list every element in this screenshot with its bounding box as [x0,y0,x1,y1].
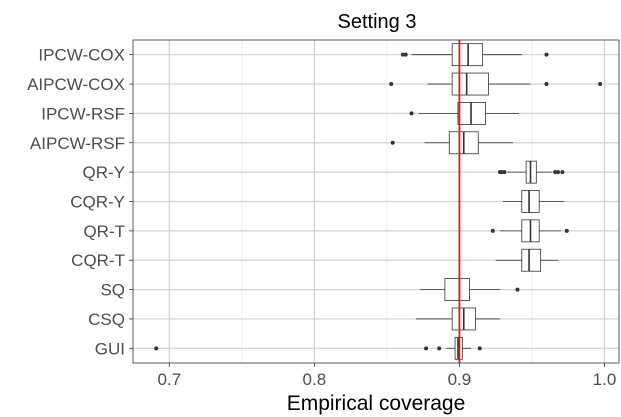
outlier-point [515,287,520,292]
chart-title: Setting 3 [338,11,417,33]
box-iqr [521,248,542,272]
box-aipcw-rsf [390,131,514,155]
box-ipcw-rsf [409,102,519,125]
y-tick-label: QR-T [83,222,125,241]
box-iqr [444,278,470,301]
outlier-point [556,170,561,175]
box-qr-y [498,160,565,184]
outlier-point [390,140,395,145]
outlier-point [424,346,429,351]
x-axis-ticks: 0.7 0.8 0.9 1.0 [157,363,616,389]
y-tick-label: GUI [95,339,125,358]
y-tick-label: IPCW-RSF [41,104,125,123]
outlier-point [437,346,442,351]
y-tick-label: CQR-Y [70,193,125,212]
box-iqr [451,72,489,96]
box-cqr-t [495,248,559,272]
outlier-point [400,52,405,57]
y-tick-label: AIPCW-COX [27,75,125,94]
outlier-point [560,170,565,175]
outlier-point [154,346,159,351]
box-cqr-y [502,190,564,213]
y-tick-label: CSQ [88,310,125,329]
box-csq [415,307,501,331]
y-axis-ticks: IPCW-COX AIPCW-COX IPCW-RSF AIPCW-RSF QR-Y CQ… [27,46,133,358]
outlier-point [544,82,549,87]
outlier-point [502,170,507,175]
outlier-point [564,228,569,233]
x-tick-label: 0.7 [157,370,181,389]
box-iqr [521,190,540,213]
outlier-point [598,82,603,87]
outlier-point [553,170,558,175]
box-qr-t [490,219,569,243]
outlier-point [477,346,482,351]
outlier-point [389,82,394,87]
x-tick-label: 0.9 [448,370,472,389]
box-aipcw-cox [389,72,603,96]
y-tick-label: AIPCW-RSF [30,134,125,153]
outlier-point [490,228,495,233]
x-tick-label: 1.0 [593,370,617,389]
outlier-point [499,170,504,175]
y-tick-label: QR-Y [83,163,126,182]
outlier-point [544,52,549,57]
y-tick-label: IPCW-COX [38,46,125,65]
y-tick-label: CQR-T [71,251,125,270]
outlier-point [403,52,408,57]
y-tick-label: SQ [100,281,125,300]
plot-panel [132,39,620,364]
outlier-point [409,111,414,116]
x-axis-label: Empirical coverage [287,392,466,415]
x-tick-label: 0.8 [303,370,327,389]
